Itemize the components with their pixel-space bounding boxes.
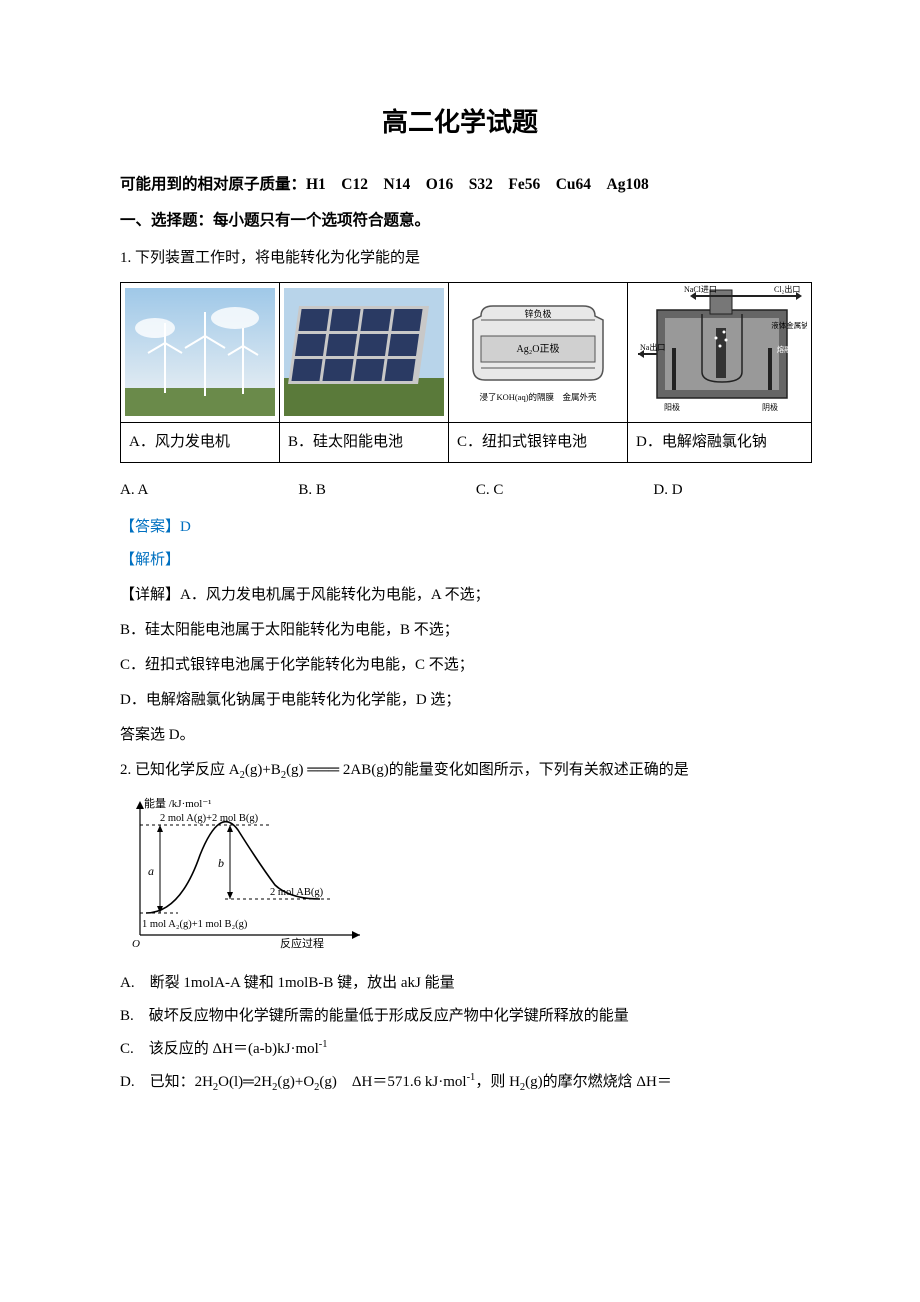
q2-option-b: B. 破坏反应物中化学键所需的能量低于形成反应产物中化学键所释放的能量 [120, 1003, 800, 1030]
svg-text:阳极: 阳极 [713, 408, 729, 418]
text: D. 已知：2H [120, 1074, 213, 1090]
q1-stem: 1. 下列装置工作时，将电能转化为化学能的是 [120, 245, 800, 272]
q2-option-a: A. 断裂 1molA-A 键和 1molB-B 键，放出 akJ 能量 [120, 970, 800, 997]
q1-label-d: D．电解熔融氯化钠 [628, 422, 812, 462]
svg-text:Na出口: Na出口 [640, 342, 665, 352]
q2-option-c: C. 该反应的 ΔH＝(a-b)kJ·mol-1 [120, 1036, 800, 1063]
q2-option-d: D. 已知：2H2O(l)═2H2(g)+O2(g) ΔH＝571.6 kJ·m… [120, 1069, 800, 1098]
svg-text:液体金属钠: 液体金属钠 [771, 320, 807, 330]
q1-label-a: A．风力发电机 [121, 422, 280, 462]
text: (g)+O [277, 1074, 314, 1090]
text: O(l)═2H [218, 1074, 272, 1090]
text: (g) ΔH＝571.6 kJ·mol [319, 1074, 466, 1090]
q1-choices: A. A B. B C. C D. D [120, 477, 800, 504]
choice-d: D. D [653, 477, 682, 504]
svg-text:阴极: 阴极 [762, 402, 778, 412]
text: (g) ═══ 2AB(g)的能量变化如图所示，下列有关叙述正确的是 [286, 762, 689, 778]
svg-text:锌负极: 锌负极 [524, 308, 551, 319]
section-heading: 一、选择题：每小题只有一个选项符合题意。 [120, 207, 800, 235]
q1-cell-b-image [280, 282, 449, 422]
svg-text:2 mol AB(g): 2 mol AB(g) [270, 887, 324, 898]
svg-text:a: a [148, 864, 154, 878]
svg-text:反应过程: 反应过程 [280, 936, 324, 950]
q1-detail: 【详解】A．风力发电机属于风能转化为电能，A 不选； [120, 582, 800, 609]
q1-label-c: C．纽扣式银锌电池 [449, 422, 628, 462]
atomic-mass-line: 可能用到的相对原子质量：H1 C12 N14 O16 S32 Fe56 Cu64… [120, 171, 800, 199]
svg-text:浸了KOH(aq)的隔膜 金属外壳: 浸了KOH(aq)的隔膜 金属外壳 [479, 392, 597, 402]
q1-analysis-label: 【解析】 [120, 547, 800, 574]
wind-turbine-icon [125, 288, 275, 416]
electrolysis-icon: NaCl进口 Cl₂出口 液体金属钠 熔融NaCl Na出口 阳极 阳极 阴极 [632, 282, 807, 422]
q2-energy-diagram: 能量 /kJ·mol⁻¹ O 反应过程 2 mol A(g)+2 mol B(g… [120, 795, 800, 960]
svg-text:能量 /kJ·mol⁻¹: 能量 /kJ·mol⁻¹ [144, 796, 211, 810]
q1-detail: D．电解熔融氯化钠属于电能转化为化学能，D 选； [120, 687, 800, 714]
text: (g)+B [245, 762, 281, 778]
solar-panel-icon [284, 288, 444, 416]
q1-label-b: B．硅太阳能电池 [280, 422, 449, 462]
choice-b: B. B [298, 477, 326, 504]
svg-text:b: b [218, 856, 224, 870]
q1-cell-a-image [121, 282, 280, 422]
q1-detail: B．硅太阳能电池属于太阳能转化为电能，B 不选； [120, 617, 800, 644]
page-title: 高二化学试题 [120, 100, 800, 147]
svg-text:熔融NaCl: 熔融NaCl [777, 344, 807, 354]
q2-stem: 2. 已知化学反应 A2(g)+B2(g) ═══ 2AB(g)的能量变化如图所… [120, 757, 800, 786]
text: 2. 已知化学反应 A [120, 762, 240, 778]
text: C. 该反应的 ΔH＝(a-b)kJ·mol [120, 1041, 319, 1057]
text: ，则 H [475, 1074, 520, 1090]
svg-text:2 mol A(g)+2 mol B(g): 2 mol A(g)+2 mol B(g) [160, 813, 259, 824]
svg-text:阳极: 阳极 [664, 402, 680, 412]
text: (g)的摩尔燃烧焓 ΔH＝ [525, 1074, 672, 1090]
table-row: A．风力发电机 B．硅太阳能电池 C．纽扣式银锌电池 D．电解熔融氯化钠 [121, 422, 812, 462]
choice-a: A. A [120, 477, 148, 504]
q1-answer: 【答案】D [120, 514, 800, 541]
svg-text:1 mol A₂(g)+1 mol B₂(g): 1 mol A₂(g)+1 mol B₂(g) [142, 919, 248, 930]
q1-cell-c-image: 锌负极 Ag₂O正极 浸了KOH(aq)的隔膜 金属外壳 [449, 282, 628, 422]
svg-text:Ag₂O正极: Ag₂O正极 [517, 342, 560, 355]
q1-detail: 答案选 D。 [120, 722, 800, 749]
text: -1 [319, 1039, 328, 1050]
svg-text:NaCl进口: NaCl进口 [684, 285, 717, 294]
q1-table: 锌负极 Ag₂O正极 浸了KOH(aq)的隔膜 金属外壳 [120, 282, 812, 463]
svg-text:Cl₂出口: Cl₂出口 [774, 284, 800, 294]
table-row: 锌负极 Ag₂O正极 浸了KOH(aq)的隔膜 金属外壳 [121, 282, 812, 422]
q1-cell-d-image: NaCl进口 Cl₂出口 液体金属钠 熔融NaCl Na出口 阳极 阳极 阴极 [628, 282, 812, 422]
text: -1 [467, 1072, 476, 1083]
button-cell-icon: 锌负极 Ag₂O正极 浸了KOH(aq)的隔膜 金属外壳 [453, 288, 623, 416]
choice-c: C. C [476, 477, 504, 504]
q1-detail: C．纽扣式银锌电池属于化学能转化为电能，C 不选； [120, 652, 800, 679]
svg-text:O: O [132, 938, 140, 950]
